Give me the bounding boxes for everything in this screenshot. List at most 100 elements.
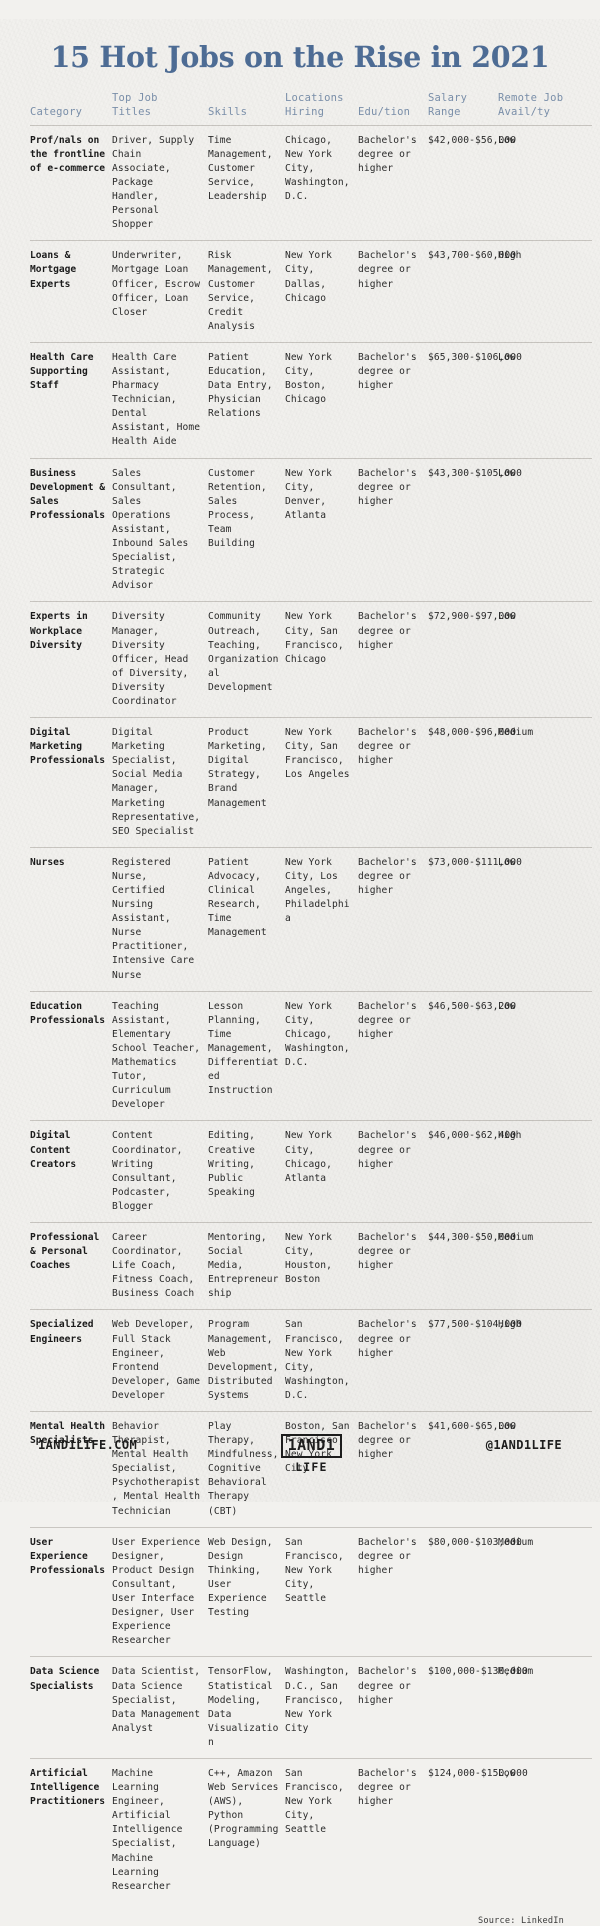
cell-remote: Medium	[498, 727, 534, 739]
cell-category: Prof/nals on the frontline of e-commerce	[30, 134, 106, 174]
footer-website[interactable]: 1AND1LIFE.COM	[38, 1438, 138, 1453]
cell-titles: Health Care Assistant, Pharmacy Technici…	[112, 351, 201, 448]
cell-remote: Medium	[498, 1536, 534, 1548]
cell-titles: Registered Nurse, Certified Nursing Assi…	[112, 856, 195, 981]
cell-education: Bachelor's degree or higher	[358, 467, 417, 507]
cell-education: Bachelor's degree or higher	[358, 1767, 417, 1808]
cell-salary: $42,000-$56,000	[428, 134, 517, 146]
cell-education: Bachelor's degree or higher	[358, 351, 417, 392]
table-row: Professional & Personal Coaches Career Co…	[30, 1222, 592, 1309]
column-header-skills: Skills	[208, 105, 248, 118]
column-header-remote-availability: Remote Job Avail/ty	[498, 91, 564, 118]
table-row: Specialized Engineers Web Developer, Full…	[30, 1309, 592, 1412]
cell-salary: $46,000-$62,400	[428, 1130, 517, 1142]
cell-locations: New York City, Houston, Boston	[285, 1231, 333, 1286]
cell-skills: Patient Advocacy, Clinical Research, Tim…	[208, 856, 267, 939]
cell-titles: Sales Consultant, Sales Operations Assis…	[112, 467, 189, 592]
cell-salary: $41,600-$65,000	[428, 1421, 517, 1432]
cell-skills: Mentoring, Social Media, Entrepreneurshi…	[208, 1231, 279, 1300]
cell-remote: High	[498, 250, 522, 262]
cell-education: Bachelor's degree or higher	[358, 134, 417, 174]
cell-titles: Teaching Assistant, Elementary School Te…	[112, 1000, 201, 1111]
cell-remote: Low	[498, 856, 516, 868]
cell-salary: $73,000-$111,000	[428, 856, 523, 868]
cell-skills: C++, Amazon Web Services (AWS), Python (…	[208, 1767, 279, 1850]
cell-locations: New York City, Chicago, Atlanta	[285, 1130, 333, 1184]
cell-remote: Low	[498, 1000, 516, 1012]
cell-education: Bachelor's degree or higher	[358, 1421, 417, 1461]
table-row: Health Care Supporting Staff Health Care …	[30, 342, 592, 458]
cell-titles: Machine Learning Engineer, Artificial In…	[112, 1767, 183, 1892]
jobs-table: Category Top Job Titles Skills Locations…	[30, 91, 592, 1902]
cell-locations: San Francisco, New York City, Seattle	[285, 1767, 344, 1836]
column-header-top-job-titles: Top Job Titles	[112, 91, 158, 118]
brand-logo-mark: 1AND1	[280, 1434, 343, 1459]
cell-category: Specialized Engineers	[30, 1319, 94, 1345]
table-body: Prof/nals on the frontline of e-commerce…	[30, 125, 592, 1902]
infographic-page: 15 Hot Jobs on the Rise in 2021 Category…	[0, 19, 600, 1926]
cell-education: Bachelor's degree or higher	[358, 1000, 417, 1040]
table-row: Digital Marketing Professionals Digital M…	[30, 717, 592, 848]
cell-category: Mental Health Specialists	[30, 1421, 106, 1447]
cell-education: Bachelor's degree or higher	[358, 1130, 417, 1170]
cell-locations: San Francisco, New York City, Seattle	[285, 1536, 344, 1605]
cell-titles: Content Coordinator, Writing Consultant,…	[112, 1130, 183, 1212]
brand-logo: 1AND1 LIFE	[280, 1434, 343, 1475]
cell-titles: Underwriter, Mortgage Loan Officer, Escr…	[112, 250, 201, 318]
cell-skills: Customer Retention, Sales Process, Team …	[208, 467, 267, 550]
cell-locations: New York City, San Francisco, Chicago	[285, 611, 344, 665]
table-row: Business Development & Sales Professiona…	[30, 458, 592, 602]
cell-category: Business Development & Sales Professiona…	[30, 467, 106, 521]
cell-education: Bachelor's degree or higher	[358, 727, 417, 767]
cell-locations: New York City, Chicago, Washington, D.C.	[285, 1000, 350, 1069]
source-note: Source: LinkedIn	[478, 1915, 564, 1926]
cell-education: Bachelor's degree or higher	[358, 1231, 417, 1272]
cell-remote: Medium	[498, 1231, 534, 1243]
table-row: Data Science Specialists Data Scientist, …	[30, 1656, 592, 1759]
cell-remote: Low	[498, 611, 516, 623]
cell-locations: New York City, San Francisco, Los Angele…	[285, 727, 350, 781]
cell-locations: Chicago, New York City, Washington, D.C.	[285, 134, 350, 203]
cell-salary: $65,300-$106,000	[428, 351, 523, 363]
cell-salary: $124,000-$150,000	[428, 1767, 528, 1779]
cell-locations: New York City, Boston, Chicago	[285, 351, 333, 406]
cell-skills: Editing, Creative Writing, Public Speaki…	[208, 1130, 256, 1198]
cell-skills: Web Design, Design Thinking, User Experi…	[208, 1536, 273, 1619]
cell-category: Experts in Workplace Diversity	[30, 611, 88, 651]
cell-education: Bachelor's degree or higher	[358, 250, 417, 290]
table-row: Education Professionals Teaching Assistan…	[30, 991, 592, 1121]
cell-salary: $72,900-$97,000	[428, 611, 517, 623]
cell-salary: $48,000-$96,000	[428, 727, 517, 739]
cell-remote: Low	[498, 134, 516, 146]
cell-education: Bachelor's degree or higher	[358, 611, 417, 651]
cell-remote: High	[498, 1319, 522, 1331]
cell-category: Artificial Intelligence Practitioners	[30, 1767, 106, 1808]
cell-salary: $43,300-$105,000	[428, 467, 523, 479]
cell-titles: Career Coordinator, Life Coach, Fitness …	[112, 1231, 195, 1300]
cell-category: Education Professionals	[30, 1000, 106, 1026]
cell-skills: Time Management, Customer Service, Leade…	[208, 134, 273, 203]
table-row: Experts in Workplace Diversity Diversity …	[30, 601, 592, 718]
page-title: 15 Hot Jobs on the Rise in 2021	[50, 40, 550, 75]
table-row: Prof/nals on the frontline of e-commerce…	[30, 125, 592, 241]
cell-education: Bachelor's degree or higher	[358, 1536, 417, 1576]
cell-category: User Experience Professionals	[30, 1536, 106, 1576]
cell-category: Digital Marketing Professionals	[30, 727, 106, 767]
cell-titles: Data Scientist, Data Science Specialist,…	[112, 1666, 201, 1734]
footer-social-handle[interactable]: @1AND1LIFE	[485, 1438, 562, 1453]
cell-salary: $80,000-$103,000	[428, 1536, 523, 1548]
cell-locations: New York City, Denver, Atlanta	[285, 467, 333, 521]
cell-remote: Low	[498, 467, 516, 479]
brand-logo-sub: LIFE	[295, 1460, 328, 1475]
table-row: Loans & Mortgage Experts Underwriter, Mor…	[30, 240, 592, 343]
cell-locations: San Francisco, New York City, Washington…	[285, 1319, 350, 1401]
table-row: Digital Content Creators Content Coordina…	[30, 1120, 592, 1223]
table-row: Nurses Registered Nurse, Certified Nursin…	[30, 847, 592, 991]
cell-skills: Community Outreach, Teaching, Organizati…	[208, 611, 279, 693]
table-header-row: Category Top Job Titles Skills Locations…	[30, 91, 592, 126]
cell-category: Loans & Mortgage Experts	[30, 250, 77, 290]
cell-locations: Washington, D.C., San Francisco, New Yor…	[285, 1666, 350, 1734]
cell-remote: Medium	[498, 1666, 534, 1678]
cell-skills: Lesson Planning, Time Management, Differ…	[208, 1000, 279, 1097]
column-header-locations-hiring: Locations Hiring	[285, 91, 344, 118]
